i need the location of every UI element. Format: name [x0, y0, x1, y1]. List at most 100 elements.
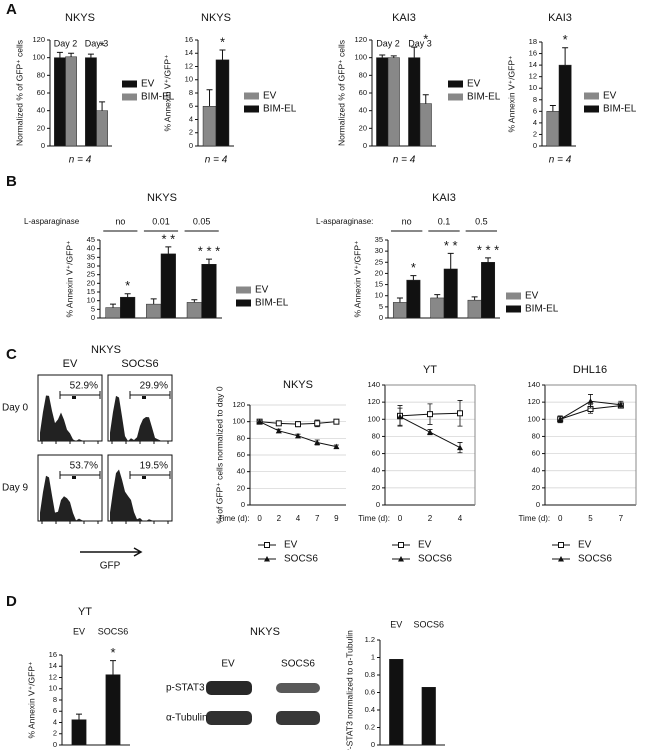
marker [427, 429, 433, 435]
flow-column: EV [63, 358, 78, 370]
category-label: 0.01 [152, 216, 170, 226]
category-label: no [115, 216, 125, 226]
panel-label: B [6, 173, 17, 190]
gate-label: 19.5% [140, 461, 168, 472]
marker [587, 398, 594, 404]
marker [558, 542, 564, 548]
x-tick-label: 4 [296, 514, 301, 523]
bar [376, 57, 389, 147]
y-axis-label: % Annexin V⁺/GFP⁺ [506, 55, 516, 133]
error-bar [549, 105, 556, 112]
bar [105, 307, 121, 319]
y-tick-label: 0.4 [365, 705, 375, 714]
significance: * * [161, 231, 175, 246]
histogram [110, 469, 170, 521]
y-tick-label: 12 [185, 61, 193, 70]
marker [275, 420, 282, 427]
y-tick-label: 0 [533, 141, 537, 150]
legend-swatch [236, 286, 251, 294]
y-tick-label: 100 [354, 53, 367, 62]
significance: * [100, 39, 105, 54]
significance: * [220, 34, 225, 49]
y-tick-label: 100 [367, 414, 380, 423]
y-tick-label: 6 [53, 706, 57, 715]
flow-row: Day 0 [2, 403, 29, 414]
y-tick-label: 16 [185, 35, 193, 44]
panel-label: A [6, 1, 17, 18]
y-tick-label: 2 [533, 129, 537, 138]
y-tick-label: 12 [49, 672, 57, 681]
y-tick-label: 45 [87, 235, 95, 244]
y-tick-label: 20 [532, 483, 540, 492]
marker [397, 413, 403, 420]
chart-title: KAI3 [392, 12, 416, 24]
y-tick-label: 60 [237, 450, 245, 459]
y-tick-label: 0.2 [365, 722, 375, 731]
marker [333, 418, 340, 425]
x-tick-label: 9 [334, 514, 339, 523]
histogram [110, 395, 170, 441]
y-tick-label: 10 [87, 296, 95, 305]
y-tick-label: 0.8 [365, 670, 375, 679]
y-tick-label: 30 [87, 261, 95, 270]
marker [557, 416, 564, 422]
gate-marker [142, 476, 146, 479]
error-bar [219, 49, 226, 60]
legend-swatch [584, 92, 599, 100]
y-tick-label: 16 [529, 49, 537, 58]
bar [481, 262, 496, 319]
legend-label: BIM-EL [263, 104, 297, 115]
x-tick-label: 0 [558, 514, 563, 523]
note: n = 4 [69, 155, 92, 166]
panel-label: C [6, 346, 17, 363]
y-tick-label: 0 [371, 740, 375, 749]
chart-title: NKYS [283, 379, 313, 391]
y-tick-label: 14 [49, 661, 57, 670]
blot-band [276, 683, 320, 693]
y-tick-label: 40 [359, 106, 367, 115]
bar [421, 687, 436, 746]
error-bar [447, 252, 454, 269]
error-bar [485, 257, 492, 263]
marker [295, 421, 301, 428]
error-bar [191, 299, 198, 303]
y-tick-label: 100 [32, 53, 45, 62]
gate [129, 391, 171, 399]
category-label: EV [73, 626, 85, 636]
blot-column: SOCS6 [281, 659, 315, 670]
category-label: 0.5 [475, 216, 488, 226]
y-tick-label: 14 [529, 60, 537, 69]
y-axis-label: % Annexin V⁺/GFP⁺ [26, 661, 36, 739]
y-tick-label: 0.6 [365, 687, 375, 696]
error-bar [76, 713, 82, 720]
marker [398, 556, 404, 562]
bar [105, 674, 121, 746]
y-tick-label: 25 [87, 270, 95, 279]
bar [408, 57, 421, 147]
significance: * [411, 260, 416, 275]
y-tick-label: 0 [189, 141, 193, 150]
chart-title: NKYS [65, 12, 95, 24]
note: n = 4 [549, 155, 572, 166]
blot-band [206, 681, 252, 695]
y-tick-label: 80 [37, 70, 45, 79]
category-label: Day 3 [408, 38, 432, 48]
y-tick-label: 8 [533, 95, 537, 104]
y-tick-label: 40 [372, 466, 380, 475]
y-tick-label: 0 [53, 740, 57, 749]
legend-label: EV [525, 291, 539, 302]
histogram [40, 475, 100, 521]
error-bar [87, 53, 94, 58]
y-tick-label: 10 [375, 291, 383, 300]
bar [202, 106, 217, 147]
y-tick-label: 4 [533, 118, 537, 127]
y-tick-label: 0 [379, 313, 383, 322]
bar [215, 59, 230, 147]
error-bar [422, 94, 429, 104]
legend-swatch [506, 292, 521, 300]
bar [65, 56, 77, 147]
y-tick-label: 100 [232, 417, 245, 426]
y-tick-label: 80 [532, 431, 540, 440]
y-tick-label: 14 [185, 48, 193, 57]
y-tick-label: 0 [41, 141, 45, 150]
